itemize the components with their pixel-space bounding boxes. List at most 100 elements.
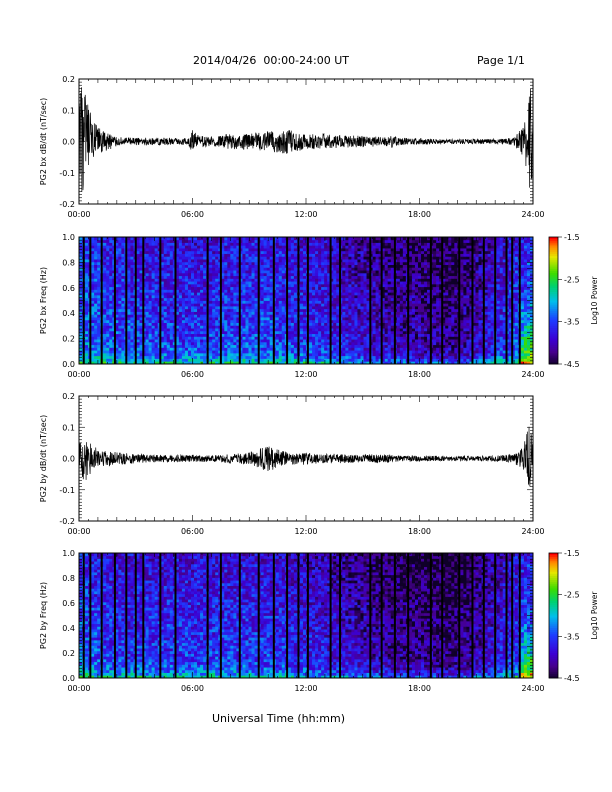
spectrogram-cell — [203, 328, 207, 332]
spectrogram-cell — [163, 259, 168, 263]
spectrogram-cell — [263, 281, 268, 285]
spectrogram-cell — [363, 281, 367, 285]
spectrogram-cell — [209, 358, 213, 362]
spectrogram-cell — [342, 253, 346, 257]
spectrogram-cell — [242, 250, 246, 254]
spectrogram-cell — [236, 256, 240, 260]
spectrogram-cell — [163, 344, 168, 348]
spectrogram-cell — [354, 297, 358, 301]
spectrogram-cell — [169, 250, 174, 254]
spectrogram-cell — [333, 330, 337, 335]
spectrogram-cell — [263, 328, 268, 332]
spectrogram-cell — [315, 272, 319, 277]
spectrogram-cell — [215, 256, 219, 260]
spectrogram-cell — [97, 256, 101, 260]
spectrogram-cell — [315, 253, 319, 257]
spectrogram-cell — [239, 264, 243, 268]
spectrogram-cell — [121, 286, 125, 290]
spectrogram-cell — [239, 245, 243, 249]
spectrogram-cell — [230, 347, 234, 351]
spectrogram-cell — [130, 267, 134, 271]
spectrogram-cell — [169, 341, 174, 346]
spectrogram-cell — [348, 289, 352, 293]
spectrogram-cell — [139, 344, 143, 348]
spectrogram-cell — [275, 330, 280, 335]
spectrogram-cell — [85, 294, 89, 299]
spectrogram-cell — [348, 264, 352, 268]
spectrogram-cell — [212, 322, 216, 326]
spectrogram-cell — [212, 314, 216, 318]
spectrogram-cell — [293, 339, 298, 343]
spectrogram-cell — [293, 355, 298, 359]
spectrogram-cell — [330, 245, 334, 249]
spectrogram-cell — [94, 311, 98, 315]
spectrogram-cell — [221, 325, 225, 329]
spectrogram-cell — [357, 259, 361, 263]
spectrogram-cell — [269, 308, 274, 312]
spectrogram-cell — [342, 259, 346, 263]
spectrogram-cell — [212, 292, 216, 296]
spectrogram-cell — [106, 352, 110, 357]
spectrogram-cell — [312, 256, 316, 260]
spectrogram-cell — [169, 248, 174, 252]
spectrogram-cell — [242, 358, 246, 362]
spectrogram-cell — [281, 314, 286, 318]
spectrogram-cell — [299, 242, 304, 246]
spectrogram-cell — [260, 314, 265, 318]
spectrogram-cell — [269, 281, 274, 285]
spectrogram-cell — [97, 333, 101, 337]
spectrogram-cell — [106, 278, 110, 282]
spectrogram-cell — [151, 289, 156, 293]
spectrogram-cell — [190, 319, 195, 323]
spectrogram-cell — [348, 261, 352, 266]
spectrogram-cell — [336, 341, 340, 346]
spectrogram-cell — [136, 259, 140, 263]
spectrogram-cell — [151, 352, 156, 357]
spectrogram-cell — [103, 259, 107, 263]
spectrogram-cell — [190, 278, 195, 282]
spectrogram-cell — [348, 361, 352, 365]
spectrogram-cell — [97, 294, 101, 299]
spectrogram-cell — [148, 297, 153, 301]
spectrogram-cell — [290, 314, 295, 318]
spectrogram-cell — [281, 250, 286, 254]
spectrogram-cell — [151, 344, 156, 348]
spectrogram-cell — [239, 294, 243, 299]
spectrogram-cell — [181, 242, 186, 246]
spectrogram-cell — [194, 358, 198, 362]
spectrogram-cell — [390, 250, 395, 254]
spectrogram-cell — [357, 256, 361, 260]
spectrogram-cell — [260, 294, 265, 299]
spectrogram-cell — [290, 325, 295, 329]
spectrogram-cell — [260, 297, 265, 301]
spectrogram-cell — [387, 264, 392, 268]
spectrogram-cell — [266, 272, 271, 277]
spectrogram-cell — [263, 237, 268, 241]
spectrogram-cell — [178, 283, 183, 288]
spectrogram-cell — [266, 319, 271, 323]
spectrogram-cell — [290, 259, 295, 263]
spectrogram-cell — [121, 259, 125, 263]
spectrogram-cell — [181, 311, 186, 315]
spectrogram-cell — [375, 303, 380, 307]
spectrogram-cell — [197, 325, 201, 329]
spectrogram-cell — [85, 242, 89, 246]
spectrogram-cell — [103, 355, 107, 359]
spectrogram-cell — [254, 314, 258, 318]
spectrogram-cell — [209, 317, 213, 321]
spectrogram-cell — [85, 292, 89, 296]
spectrogram-cell — [336, 297, 340, 301]
spectrogram-cell — [169, 267, 174, 271]
spectrogram-cell — [299, 322, 304, 326]
spectrogram-cell — [266, 239, 271, 243]
spectrogram-cell — [169, 275, 174, 279]
spectrogram-cell — [130, 283, 134, 288]
spectrogram-cell — [148, 303, 153, 307]
spectrogram-cell — [260, 311, 265, 315]
spectrogram-cell — [148, 358, 153, 362]
spectrogram-cell — [330, 286, 334, 290]
spectrogram-cell — [248, 317, 252, 321]
spectrogram-cell — [224, 330, 228, 335]
spectrogram-cell — [109, 311, 113, 315]
spectrogram-cell — [302, 248, 307, 252]
